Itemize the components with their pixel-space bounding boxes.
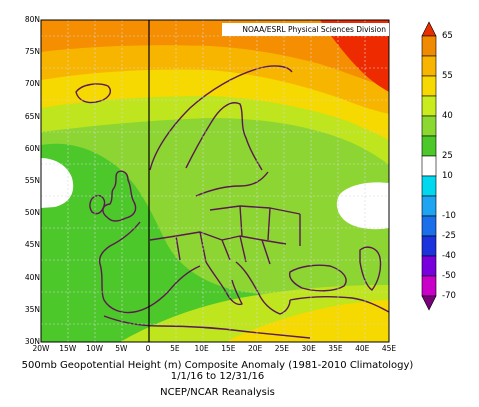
colorbar-swatch xyxy=(421,195,437,217)
colorbar-swatch xyxy=(421,295,437,311)
caption-dates: 1/1/16 to 12/31/16 xyxy=(170,371,265,382)
coast-france-iberia xyxy=(98,221,201,314)
colorbar-label: -70 xyxy=(442,291,456,301)
latitude-label: 50N xyxy=(24,208,40,218)
map-frame xyxy=(40,19,390,343)
colorbar-label: 55 xyxy=(442,71,453,81)
latitude-label: 30N xyxy=(24,337,40,346)
coast-italy xyxy=(205,261,243,306)
colorbar-swatch xyxy=(421,95,437,117)
colorbar-label: -50 xyxy=(442,271,456,281)
coast-norway xyxy=(149,65,293,171)
colorbar-label: 40 xyxy=(442,111,453,121)
coast-balkans-greece xyxy=(235,261,291,315)
colorbar-swatch xyxy=(421,115,437,137)
borders-continental xyxy=(149,205,301,265)
longitude-label: 5E xyxy=(170,344,180,353)
field-neutral-atlantic xyxy=(41,158,74,208)
coast-baltic xyxy=(195,171,269,197)
colorbar-swatch xyxy=(421,215,437,237)
colorbar-swatch xyxy=(421,255,437,277)
colorbar-swatch xyxy=(421,21,437,37)
coast-black-sea xyxy=(288,264,347,292)
coast-uk xyxy=(102,170,137,222)
colorbar-label: -25 xyxy=(442,231,456,241)
latitude-label: 60N xyxy=(24,143,40,153)
colorbar-swatch xyxy=(421,135,437,157)
longitude-label: 35E xyxy=(328,344,343,353)
colorbar-swatch xyxy=(421,75,437,97)
latitude-label: 40N xyxy=(24,272,40,282)
colorbar-swatch xyxy=(421,235,437,257)
colorbar-swatch xyxy=(421,175,437,197)
colorbar-swatch xyxy=(421,35,437,57)
caption-source: NCEP/NCAR Reanalysis xyxy=(160,387,275,398)
coast-iceland xyxy=(75,83,112,104)
field-high-north xyxy=(41,20,389,88)
latitude-label: 70N xyxy=(24,79,40,89)
colorbar-swatch xyxy=(421,155,437,177)
latitude-label: 45N xyxy=(24,240,40,250)
latitude-label: 55N xyxy=(24,176,40,185)
longitude-label: 15E xyxy=(221,344,236,353)
longitude-label: 30E xyxy=(301,344,316,353)
coast-caspian xyxy=(359,246,382,291)
coast-sweden-finland xyxy=(185,102,263,171)
coast-turkey-middle-east xyxy=(289,295,389,313)
longitude-label: 40E xyxy=(355,344,370,353)
caption-title: 500mb Geopotential Height (m) Composite … xyxy=(21,360,414,371)
colorbar-label: -10 xyxy=(442,211,456,221)
longitude-label: 10E xyxy=(194,344,209,353)
longitude-label: 15W xyxy=(59,344,77,353)
coast-north-africa xyxy=(103,315,311,339)
field-near-zero-west xyxy=(41,143,389,342)
colorbar-swatch xyxy=(421,275,437,297)
field-max-high-northeast xyxy=(320,20,389,92)
field-mid-south xyxy=(225,300,389,342)
colorbar xyxy=(421,21,437,311)
longitude-label: 10W xyxy=(86,344,104,353)
longitude-label: 25E xyxy=(274,344,290,353)
longitude-label: 45E xyxy=(381,344,397,353)
latitude-label: 75N xyxy=(24,47,40,57)
colorbar-swatch xyxy=(421,55,437,77)
colorbar-label: 25 xyxy=(442,151,453,161)
latitude-label: 35N xyxy=(24,304,40,314)
credit-label: NOAA/ESRL Physical Sciences Division xyxy=(222,23,389,36)
field-neutral-east xyxy=(336,182,389,230)
coast-ireland xyxy=(89,194,106,215)
longitude-label: 20W xyxy=(32,344,50,353)
colorbar-label: 10 xyxy=(442,171,453,181)
coastlines xyxy=(75,65,389,339)
latitude-label: 65N xyxy=(24,111,40,121)
longitude-label: 20E xyxy=(247,344,263,353)
latitude-label: 80N xyxy=(24,15,40,24)
anomaly-field xyxy=(41,20,389,342)
longitude-label: 5W xyxy=(115,344,128,353)
colorbar-label: 65 xyxy=(442,31,453,41)
longitude-label: 0 xyxy=(145,344,151,353)
colorbar-label: -40 xyxy=(442,251,456,261)
